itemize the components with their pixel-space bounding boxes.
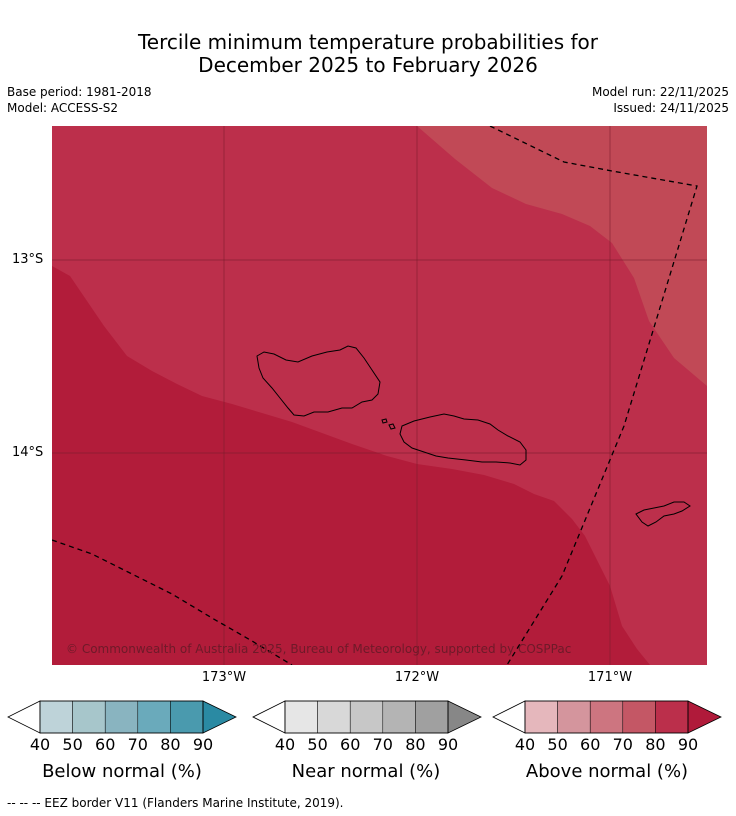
tick: 70: [612, 735, 633, 754]
apolima-island: [381, 418, 388, 424]
model-run: Model run: 22/11/2025: [591, 85, 729, 99]
colorbar-swatch: [39, 700, 73, 734]
tick: 60: [340, 735, 361, 754]
lat-label-14s: 14°S: [12, 445, 44, 460]
colorbar-outline: [39, 700, 204, 734]
colorbar-swatch: [104, 700, 139, 734]
tick: 60: [580, 735, 601, 754]
title-line-1: Tercile minimum temperature probabilitie…: [137, 30, 599, 54]
upolu-island: [399, 413, 527, 466]
colorbar-swatch: [170, 700, 204, 734]
colorbar-over-arrow: [687, 700, 722, 734]
lon-label-171w: 171°W: [587, 670, 633, 685]
tick: 80: [645, 735, 666, 754]
colorbar-under-arrow: [252, 700, 286, 734]
graticule: [52, 126, 707, 665]
tick: 70: [372, 735, 393, 754]
below-normal-colorbar: [7, 700, 237, 734]
colorbar-swatch: [524, 700, 558, 734]
colorbar-swatch: [284, 700, 318, 734]
lon-label-173w: 173°W: [201, 670, 247, 685]
colorbar-swatch: [72, 700, 106, 734]
colorbar-under-arrow: [492, 700, 526, 734]
tick: 90: [192, 735, 214, 754]
tick: 50: [307, 735, 328, 754]
tick: 80: [405, 735, 426, 754]
colorbar-over-arrow: [447, 700, 482, 734]
tick: 90: [437, 735, 459, 754]
tick: 80: [160, 735, 181, 754]
colorbar-swatch: [655, 700, 689, 734]
colorbar-swatch: [137, 700, 171, 734]
colorbar-swatch: [317, 700, 351, 734]
meta-left: Base period: 1981-2018 Model: ACCESS-S2: [7, 84, 152, 116]
copyright-notice: © Commonwealth of Australia 2025, Bureau…: [66, 642, 572, 656]
colorbar-swatch: [349, 700, 384, 734]
near-normal-colorbar: [252, 700, 482, 734]
islands: [256, 345, 691, 527]
colorbar-swatch: [589, 700, 624, 734]
tick: 50: [62, 735, 83, 754]
colorbar-swatch: [415, 700, 449, 734]
eez-border: [52, 126, 698, 665]
tick: 60: [95, 735, 116, 754]
tick: 50: [547, 735, 568, 754]
colorbar-outline: [284, 700, 449, 734]
chart-title: Tercile minimum temperature probabilitie…: [0, 31, 736, 77]
colorbar-swatch: [557, 700, 591, 734]
map-svg: [52, 126, 707, 665]
below-normal-label: Below normal (%): [42, 761, 202, 782]
lon-label-172w: 172°W: [394, 670, 440, 685]
model-name: Model: ACCESS-S2: [7, 101, 119, 115]
tick: 40: [29, 735, 51, 754]
colorbar-under-arrow: [7, 700, 41, 734]
above-normal-label: Above normal (%): [525, 761, 689, 782]
tick: 70: [127, 735, 148, 754]
colorbar-swatch: [622, 700, 656, 734]
savaii-island: [256, 345, 381, 417]
tick: 90: [677, 735, 699, 754]
map-panel[interactable]: © Commonwealth of Australia 2025, Bureau…: [52, 126, 707, 665]
base-period: Base period: 1981-2018: [7, 85, 152, 99]
region-90: [52, 266, 650, 665]
lat-label-13s: 13°S: [12, 252, 44, 267]
eez-footnote: -- -- -- EEZ border V11 (Flanders Marine…: [7, 796, 344, 810]
colorbar-over-arrow: [202, 700, 237, 734]
tick: 40: [514, 735, 536, 754]
meta-right: Model run: 22/11/2025 Issued: 24/11/2025: [592, 84, 729, 116]
near-normal-label: Near normal (%): [291, 761, 441, 782]
title-line-2: December 2025 to February 2026: [198, 53, 538, 77]
colorbar-swatch: [382, 700, 416, 734]
colorbar-outline: [524, 700, 689, 734]
manono-island: [388, 423, 396, 430]
issued-date: Issued: 24/11/2025: [613, 101, 729, 115]
tutuila-island: [635, 501, 691, 527]
tick: 40: [274, 735, 296, 754]
above-normal-colorbar: [492, 700, 722, 734]
